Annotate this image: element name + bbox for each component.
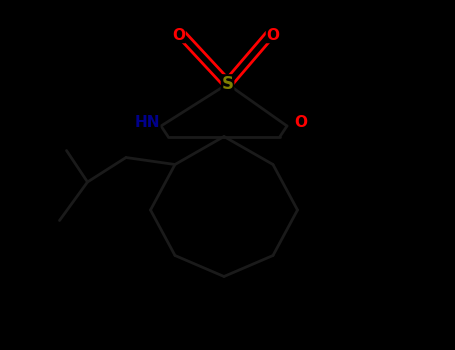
Text: HN: HN xyxy=(134,115,160,130)
Text: O: O xyxy=(267,28,279,42)
Text: O: O xyxy=(172,28,185,42)
Text: O: O xyxy=(294,115,308,130)
Text: S: S xyxy=(222,75,233,93)
